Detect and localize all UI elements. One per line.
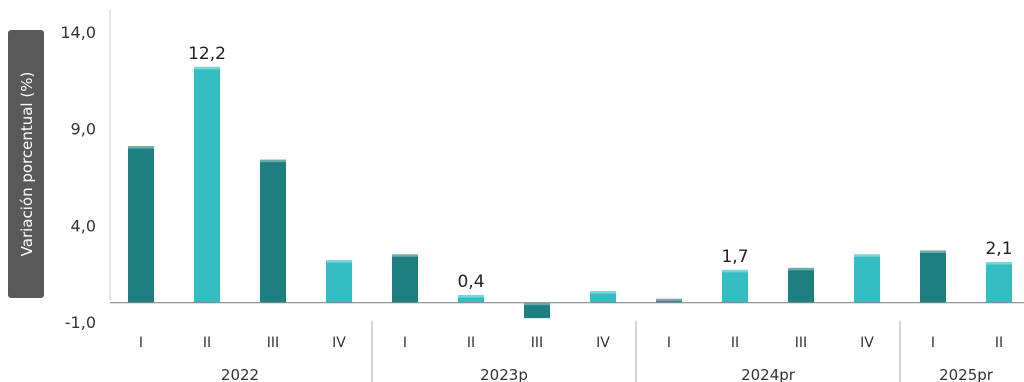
x-category-label: III	[531, 335, 543, 351]
bar-highlight	[788, 267, 814, 271]
y-axis-ticks: 14,0 9,0 4,0 -1,0	[60, 23, 96, 332]
bar	[722, 269, 748, 303]
y-tick-label: 14,0	[60, 23, 96, 42]
y-axis-label-box: Variación porcentual (%)	[8, 30, 44, 298]
x-category-label: II	[203, 335, 211, 351]
bar	[920, 250, 946, 303]
x-category-label: III	[267, 335, 279, 351]
x-category-label: II	[731, 335, 739, 351]
y-axis-label: Variación porcentual (%)	[18, 72, 36, 257]
bar	[260, 159, 286, 303]
bar	[194, 66, 220, 303]
data-labels: 12,2 0,4 1,7 2,1	[188, 44, 1012, 292]
bar-highlight	[656, 298, 682, 302]
bar-highlight	[128, 146, 154, 149]
bar-highlight	[392, 254, 418, 257]
bar	[986, 262, 1012, 303]
bar-highlight	[854, 254, 880, 257]
x-group-label: 2025pr	[939, 366, 994, 382]
data-label: 0,4	[457, 272, 484, 292]
bar	[854, 254, 880, 303]
x-category-label: III	[795, 335, 807, 351]
bar	[788, 267, 814, 303]
x-group-label: 2024pr	[741, 366, 796, 382]
bar-highlight	[260, 159, 286, 163]
bars	[128, 66, 1012, 319]
x-group-label: 2023p	[480, 366, 528, 382]
data-label: 12,2	[188, 44, 226, 64]
bar	[656, 298, 682, 303]
bar-highlight	[722, 269, 748, 273]
y-tick-label: -1,0	[65, 313, 96, 332]
x-category-label: I	[667, 335, 671, 351]
data-label: 1,7	[721, 247, 748, 267]
x-category-label: II	[995, 335, 1003, 351]
bar	[392, 254, 418, 303]
bar-highlight	[326, 260, 352, 263]
bar-highlight	[920, 250, 946, 253]
bar-highlight	[986, 262, 1012, 265]
x-category-label: I	[139, 335, 143, 351]
bar	[326, 260, 352, 303]
bar	[458, 294, 484, 303]
x-category-label: I	[931, 335, 935, 351]
bar	[590, 291, 616, 303]
bar	[128, 146, 154, 303]
bar-highlight	[194, 66, 220, 70]
data-label: 2,1	[985, 239, 1012, 259]
y-tick-label: 9,0	[71, 120, 96, 139]
bar-highlight	[524, 302, 550, 306]
bar-highlight	[590, 291, 616, 294]
x-category-label: IV	[596, 335, 610, 351]
bar	[524, 302, 550, 319]
x-category-label: I	[403, 335, 407, 351]
bar-highlight	[458, 294, 484, 298]
x-category-label: II	[467, 335, 475, 351]
y-tick-label: 4,0	[71, 216, 96, 235]
x-group-label: 2022	[221, 366, 259, 382]
x-category-label: IV	[860, 335, 874, 351]
x-category-label: IV	[332, 335, 346, 351]
